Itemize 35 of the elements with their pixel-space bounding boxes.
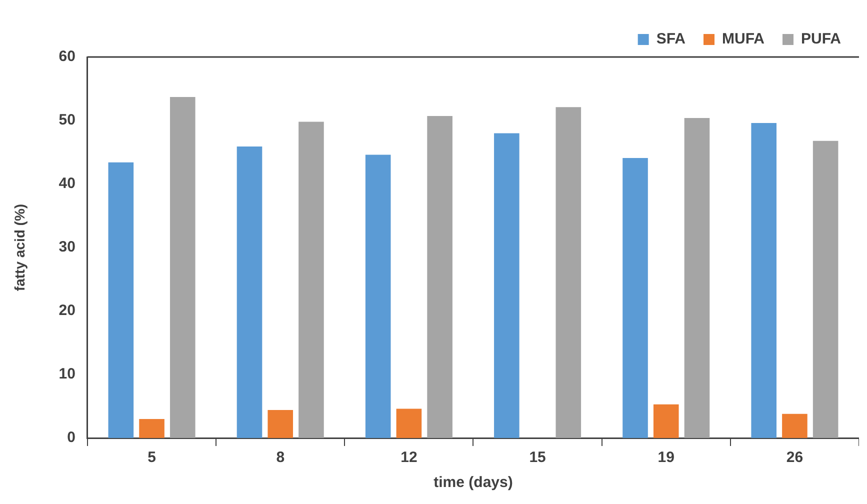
- y-tick-label: 50: [58, 112, 76, 129]
- y-tick-label: 20: [58, 302, 76, 320]
- bar: [108, 162, 134, 438]
- y-tick-label: 60: [58, 48, 76, 66]
- y-tick-label: 40: [58, 175, 76, 192]
- bar: [396, 408, 422, 438]
- y-axis-title: fatty acid (%): [11, 204, 28, 292]
- legend-label: MUFA: [722, 30, 765, 48]
- y-tick-label: 0: [67, 429, 76, 446]
- bar: [812, 140, 838, 438]
- bar: [782, 414, 808, 438]
- x-tick-label: 8: [276, 449, 285, 466]
- bar: [298, 122, 324, 438]
- x-tick-label: 12: [400, 449, 418, 466]
- x-tick-label: 15: [529, 449, 546, 466]
- bar: [236, 146, 262, 438]
- legend-label: SFA: [656, 30, 686, 48]
- y-tick-label: 10: [58, 366, 76, 383]
- bar: [268, 410, 294, 438]
- x-tick-label: 5: [148, 449, 156, 466]
- bar: [494, 133, 520, 438]
- bar: [653, 404, 679, 438]
- bar: [427, 116, 452, 438]
- bar: [622, 158, 648, 438]
- x-tick-label: 26: [786, 449, 804, 466]
- legend-label: PUFA: [800, 30, 842, 48]
- bar: [751, 123, 776, 438]
- bar: [170, 97, 196, 438]
- bar: [365, 154, 391, 438]
- x-axis-title: time (days): [434, 474, 513, 492]
- bar: [139, 418, 164, 438]
- x-tick-label: 19: [658, 449, 674, 466]
- y-tick-label: 30: [58, 238, 76, 256]
- bar: [556, 107, 582, 438]
- bar: [684, 118, 710, 438]
